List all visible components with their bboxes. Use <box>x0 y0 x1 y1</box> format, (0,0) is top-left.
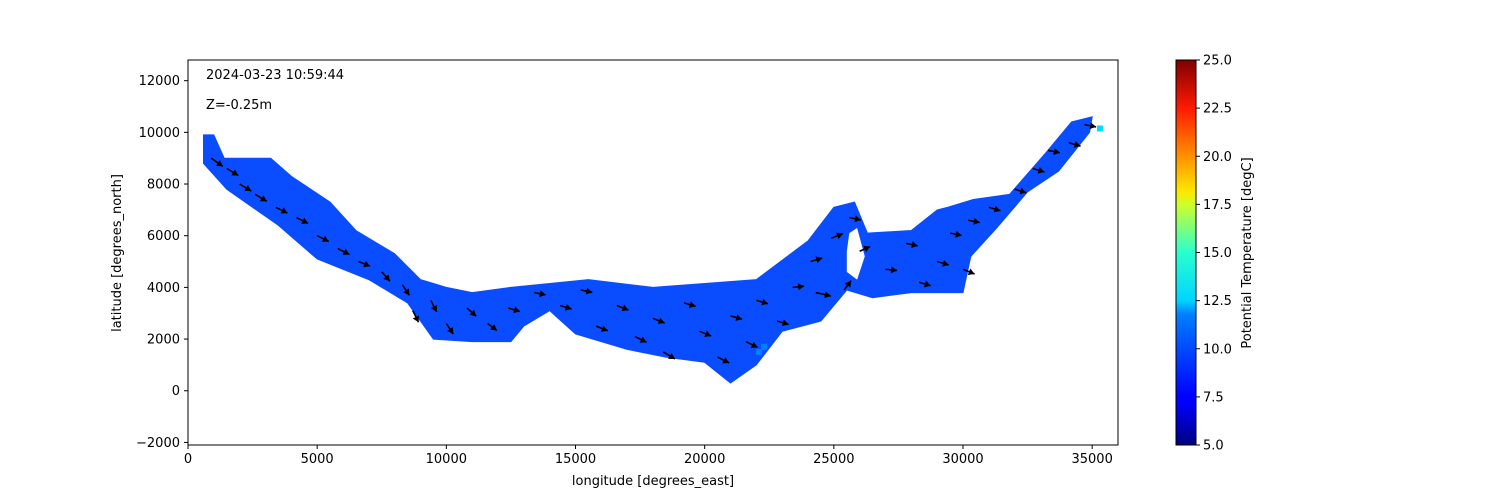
velocity-vectors <box>210 122 1097 364</box>
y-axis: −2000 0 2000 4000 6000 8000 10000 12000 <box>136 74 188 451</box>
colorbar-label: Potential Temperature [degC] <box>1240 157 1255 348</box>
velocity-arrow-head <box>836 232 843 240</box>
velocity-arrow-head <box>1089 122 1097 130</box>
velocity-arrow-head <box>403 288 410 296</box>
x-axis: 0 5000 10000 15000 20000 25000 30000 35000 <box>184 445 1113 467</box>
velocity-arrow-head <box>342 248 350 255</box>
colorbar-tick-label: 10.0 <box>1203 342 1232 357</box>
velocity-arrow-head <box>657 317 665 325</box>
velocity-arrow-head <box>750 341 758 348</box>
velocity-arrow-head <box>244 184 252 192</box>
y-tick-label: 8000 <box>147 178 180 193</box>
velocity-arrow-head <box>863 245 871 253</box>
colorbar-gradient <box>1175 59 1197 446</box>
y-tick-label: 10000 <box>139 126 180 141</box>
land-gap <box>846 228 865 280</box>
plot-frame <box>187 59 1119 446</box>
velocity-arrow-head <box>490 324 497 331</box>
y-tick-label: 6000 <box>147 229 180 244</box>
velocity-arrow-head <box>363 260 371 268</box>
velocity-arrow-head <box>1037 166 1045 174</box>
x-tick-label: 0 <box>184 452 192 467</box>
velocity-arrow-head <box>215 160 223 167</box>
velocity-arrow-head <box>911 241 918 249</box>
velocity-arrow-head <box>469 309 477 317</box>
velocity-arrow-head <box>231 169 239 176</box>
velocity-arrow-head <box>539 290 546 298</box>
isolated-cell <box>1096 125 1103 132</box>
x-tick-label: 10000 <box>426 452 467 467</box>
x-tick-label: 30000 <box>942 452 983 467</box>
velocity-arrow-head <box>1073 141 1081 148</box>
colorbar-tick-label: 15.0 <box>1203 246 1232 261</box>
y-tick-label: 2000 <box>147 333 180 348</box>
velocity-arrow-head <box>973 217 980 225</box>
velocity-arrow-head <box>854 215 861 223</box>
velocity-arrow-head <box>815 256 823 264</box>
velocity-arrow-head <box>688 301 696 309</box>
velocity-arrow-head <box>321 235 329 242</box>
x-tick-label: 35000 <box>1071 452 1112 467</box>
colorbar-tick-label: 7.5 <box>1203 390 1224 405</box>
velocity-arrow-head <box>955 230 962 238</box>
y-tick-label: 4000 <box>147 281 180 296</box>
velocity-arrow-head <box>824 291 831 299</box>
colorbar-tick-label: 25.0 <box>1203 54 1232 69</box>
temperature-field <box>203 116 1103 384</box>
velocity-arrow-head <box>600 325 608 332</box>
colorbar-tick-label: 22.5 <box>1203 102 1232 117</box>
velocity-arrow-head <box>735 314 743 321</box>
velocity-arrow-head <box>967 268 975 275</box>
colorbar-tick-label: 12.5 <box>1203 294 1232 309</box>
velocity-arrow-head <box>280 207 288 214</box>
velocity-arrow-head <box>722 357 730 364</box>
velocity-arrow-head <box>513 306 520 314</box>
velocity-arrow-head <box>797 283 805 291</box>
velocity-arrow-head <box>704 330 712 337</box>
colorbar-ticks: 5.0 7.5 10.0 12.5 15.0 17.5 20.0 22.5 25.0 <box>1196 54 1232 454</box>
velocity-arrow-head <box>993 205 1001 213</box>
velocity-arrow-head <box>923 280 931 288</box>
velocity-arrow-head <box>890 266 898 274</box>
velocity-arrow-head <box>668 352 675 359</box>
velocity-arrow-head <box>430 304 438 312</box>
x-tick-label: 20000 <box>684 452 725 467</box>
y-axis-label: latitude [degrees_north] <box>110 174 125 332</box>
depth-annotation: Z=-0.25m <box>206 98 272 113</box>
velocity-arrow-head <box>639 336 647 343</box>
velocity-arrow-head <box>383 274 390 282</box>
y-tick-label: 12000 <box>139 74 180 89</box>
y-tick-label: 0 <box>172 384 180 399</box>
velocity-arrow-head <box>564 303 572 311</box>
plot-area: 2024-03-23 10:59:44 Z=-0.25m <box>187 59 1119 446</box>
velocity-arrow-head <box>1053 148 1060 156</box>
isolated-cell <box>761 343 768 350</box>
colorbar: 5.0 7.5 10.0 12.5 15.0 17.5 20.0 22.5 25.0 Poten… <box>1175 54 1255 454</box>
x-tick-label: 15000 <box>555 452 596 467</box>
velocity-arrow-head <box>301 217 309 224</box>
velocity-arrow-head <box>259 195 267 202</box>
colorbar-tick-label: 20.0 <box>1203 150 1232 165</box>
isolated-cell <box>755 348 762 355</box>
velocity-arrow-head <box>412 315 420 323</box>
velocity-arrow-head <box>781 319 789 327</box>
velocity-arrow-head <box>1019 187 1027 195</box>
velocity-arrow-head <box>621 304 629 312</box>
velocity-arrow-head <box>447 327 454 335</box>
velocity-arrow-head <box>585 287 593 295</box>
x-tick-label: 5000 <box>301 452 334 467</box>
timestamp-annotation: 2024-03-23 10:59:44 <box>206 68 344 83</box>
velocity-arrow-head <box>761 298 768 306</box>
water-domain <box>203 116 1093 384</box>
x-tick-label: 25000 <box>813 452 854 467</box>
x-axis-label: longitude [degrees_east] <box>572 474 734 489</box>
colorbar-tick-label: 17.5 <box>1203 198 1232 213</box>
colorbar-tick-label: 5.0 <box>1203 439 1224 454</box>
velocity-arrow-head <box>942 259 949 267</box>
velocity-arrow-head <box>844 280 852 288</box>
y-tick-label: −2000 <box>136 436 180 451</box>
